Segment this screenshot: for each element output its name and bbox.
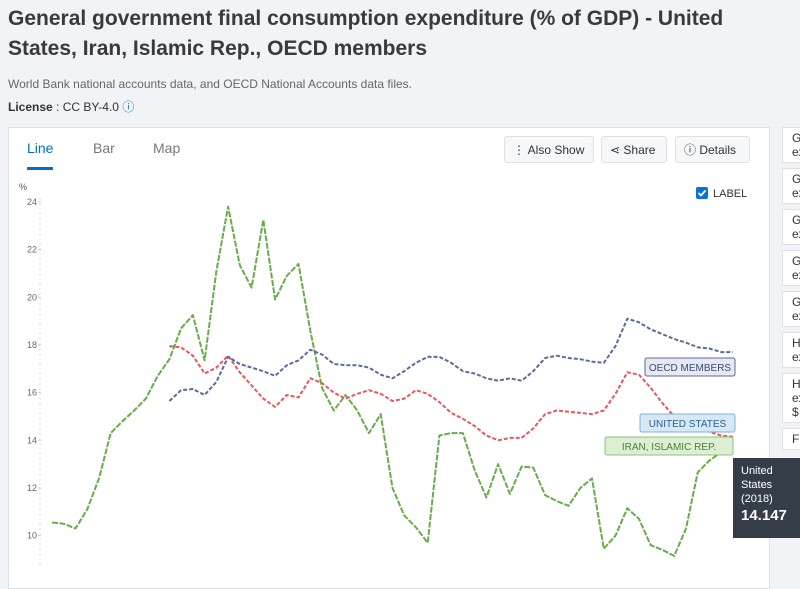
- series-line: [51, 205, 722, 557]
- sidebar-text: G: [792, 295, 800, 309]
- sidebar-text: ex: [792, 227, 800, 241]
- sidebar-item[interactable]: Fi: [782, 428, 800, 450]
- sidebar-text: $: [792, 405, 799, 419]
- sidebar-item[interactable]: Gex: [782, 291, 800, 327]
- details-button[interactable]: ⓘ Details: [675, 136, 750, 163]
- sidebar-text: ex: [792, 268, 800, 282]
- y-tick-label: 16: [27, 388, 37, 398]
- page: {"header": {"title": "General government…: [8, 7, 800, 589]
- series-label: IRAN, ISLAMIC REP.: [622, 442, 716, 453]
- checkmark: [697, 189, 707, 197]
- sidebar-item[interactable]: Gex: [782, 127, 800, 163]
- tab[interactable]: Line: [27, 140, 54, 170]
- sidebar-text: H: [792, 336, 800, 350]
- sidebar-item[interactable]: Gex: [782, 250, 800, 286]
- sidebar-item[interactable]: Gex: [782, 168, 800, 204]
- y-unit: %: [19, 182, 27, 192]
- sidebar-text: H: [792, 377, 800, 391]
- series-label-box: [639, 413, 736, 433]
- label-checkbox[interactable]: [696, 187, 708, 199]
- sidebar-text: ex: [792, 350, 800, 364]
- button-label: Share: [623, 143, 656, 157]
- license-value: : CC BY-4.0: [56, 100, 119, 114]
- tab[interactable]: Bar: [93, 140, 115, 156]
- button-label: Details: [699, 143, 737, 157]
- sidebar-text: ex: [792, 391, 800, 405]
- series-label: UNITED STATES: [649, 419, 727, 430]
- source: World Bank national accounts data, and O…: [8, 77, 413, 91]
- sidebar-text: G: [792, 131, 800, 145]
- y-tick-label: 14: [27, 435, 37, 445]
- y-tick-label: 22: [27, 245, 37, 255]
- sidebar-text: G: [792, 172, 800, 186]
- tooltip-title: United States: [741, 465, 773, 491]
- sidebar: GexGexGexGexGexHexHex$Fi: [782, 127, 800, 450]
- sidebar-item[interactable]: Hex$: [782, 373, 800, 423]
- sidebar-text: ex: [792, 309, 800, 323]
- share-button[interactable]: ⋖ Share: [601, 136, 667, 163]
- y-tick-label: 10: [27, 531, 37, 541]
- series-label-box: [644, 357, 736, 377]
- series-label-box: [604, 436, 734, 456]
- tab[interactable]: Map: [153, 140, 181, 156]
- button-label: Also Show: [527, 143, 585, 157]
- sidebar-text: G: [792, 213, 800, 227]
- series-line: [169, 345, 734, 442]
- y-tick-label: 24: [27, 197, 37, 207]
- chart: LABEL % 10 12 14 16 18 20 22 24 IRAN, ISLAMIC RE…: [19, 182, 747, 569]
- y-tick-label: 12: [27, 483, 37, 493]
- info-icon[interactable]: ⓘ: [122, 100, 135, 114]
- license-label: License: [8, 100, 53, 114]
- sidebar-text: G: [792, 254, 800, 268]
- sidebar-item[interactable]: Gex: [782, 209, 800, 245]
- y-tick-label: 18: [27, 340, 37, 350]
- sidebar-text: ex: [792, 186, 800, 200]
- body: General government final consumption exp…: [8, 7, 800, 589]
- tooltip-period: (2018): [741, 493, 773, 505]
- label-toggle[interactable]: LABEL: [713, 188, 747, 200]
- also-show-button[interactable]: ⋮ Also Show: [504, 136, 594, 163]
- series-line: [168, 317, 733, 402]
- license: License : CC BY-4.0 ⓘ: [8, 98, 134, 115]
- tooltip-value: 14.147: [741, 507, 787, 524]
- page-title: General government final consumption exp…: [8, 7, 724, 60]
- sidebar-text: Fi: [792, 432, 800, 446]
- y-tick-label: 20: [27, 292, 37, 302]
- sidebar-item[interactable]: Hex: [782, 332, 800, 368]
- tooltip: United States (2018) 14.147: [733, 458, 800, 538]
- sidebar-text: ex: [792, 145, 800, 159]
- series-label: OECD MEMBERS: [649, 363, 732, 374]
